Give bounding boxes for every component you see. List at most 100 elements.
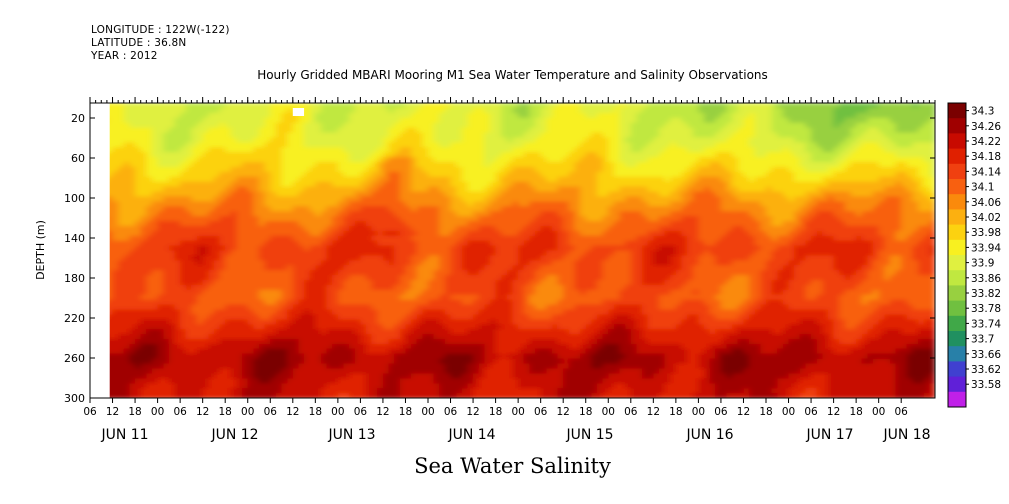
x-tick-label: 18 <box>579 406 592 418</box>
colorbar-swatch <box>948 315 966 332</box>
colorbar-label: 34.26 <box>971 121 1001 133</box>
x-tick-label: 12 <box>106 406 119 418</box>
x-tick-label: 06 <box>444 406 458 418</box>
x-tick-label: 00 <box>511 406 524 418</box>
colorbar-label: 33.74 <box>971 318 1001 330</box>
colorbar-swatch <box>948 331 966 347</box>
colorbar-swatch <box>948 103 966 119</box>
x-tick-label: 18 <box>489 406 502 418</box>
colorbar-label: 33.78 <box>971 303 1001 315</box>
colorbar-label: 33.9 <box>971 258 994 270</box>
colorbar-label: 33.98 <box>971 227 1001 239</box>
colorbar-swatch <box>948 361 966 378</box>
y-tick-label: 300 <box>64 392 85 405</box>
latitude-label: LATITUDE : 36.8N <box>91 37 187 49</box>
x-day-label: JUN 15 <box>565 427 613 443</box>
x-day-label: JUN 18 <box>882 427 930 443</box>
colorbar-label: 34.1 <box>971 182 994 194</box>
x-tick-label: 00 <box>151 406 164 418</box>
x-day-label: JUN 14 <box>447 427 495 443</box>
colorbar-label: 33.58 <box>971 379 1001 391</box>
colorbar-label: 33.66 <box>971 349 1001 361</box>
colorbar-swatch <box>948 346 966 362</box>
colorbar-swatch <box>948 270 966 286</box>
y-tick-label: 260 <box>64 352 85 365</box>
chart-title: Hourly Gridded MBARI Mooring M1 Sea Wate… <box>257 68 768 82</box>
no-data-region <box>90 103 110 398</box>
x-tick-label: 06 <box>624 406 638 418</box>
colorbar-label: 34.22 <box>971 136 1001 148</box>
y-tick-label: 180 <box>64 272 85 285</box>
colorbar-swatch <box>948 148 966 165</box>
x-tick-label: 18 <box>219 406 232 418</box>
colorbar-swatch <box>948 194 966 210</box>
colorbar-label: 33.7 <box>971 334 994 346</box>
x-tick-label: 12 <box>376 406 389 418</box>
y-tick-label: 100 <box>64 192 85 205</box>
x-tick-label: 12 <box>196 406 209 418</box>
colorbar-label: 33.62 <box>971 364 1001 376</box>
colorbar-label: 34.06 <box>971 197 1001 209</box>
colorbar-swatch <box>948 179 966 195</box>
x-tick-label: 00 <box>602 406 615 418</box>
x-tick-label: 18 <box>399 406 412 418</box>
x-tick-label: 00 <box>692 406 705 418</box>
y-tick-label: 20 <box>71 112 85 125</box>
x-tick-label: 18 <box>669 406 682 418</box>
colorbar-swatch <box>948 118 966 134</box>
colorbar-label: 33.94 <box>971 242 1001 254</box>
colorbar-swatch <box>948 300 966 317</box>
x-tick-label: 06 <box>264 406 278 418</box>
colorbar-swatch <box>948 163 966 180</box>
x-tick-label: 00 <box>782 406 795 418</box>
colorbar-swatch <box>948 224 966 241</box>
x-tick-label: 12 <box>286 406 299 418</box>
x-tick-label: 18 <box>759 406 772 418</box>
x-tick-label: 12 <box>737 406 750 418</box>
y-tick-label: 60 <box>71 152 85 165</box>
x-tick-label: 00 <box>241 406 254 418</box>
colorbar-swatch <box>948 376 966 393</box>
colorbar-label: 34.18 <box>971 151 1001 163</box>
x-tick-label: 06 <box>83 406 97 418</box>
x-tick-label: 12 <box>557 406 570 418</box>
x-day-label: JUN 17 <box>805 427 853 443</box>
no-data-region <box>292 108 305 116</box>
x-tick-label: 12 <box>827 406 840 418</box>
x-tick-label: 06 <box>173 406 187 418</box>
variable-name: Sea Water Salinity <box>414 454 611 478</box>
x-tick-label: 00 <box>872 406 885 418</box>
year-label: YEAR : 2012 <box>91 50 158 62</box>
colorbar-label: 33.86 <box>971 273 1001 285</box>
colorbar-swatch <box>948 133 966 150</box>
x-day-label: JUN 11 <box>100 427 148 443</box>
colorbar-label: 34.14 <box>971 166 1001 178</box>
colorbar-swatch <box>948 239 966 256</box>
x-tick-label: 18 <box>309 406 322 418</box>
x-tick-label: 18 <box>849 406 862 418</box>
colorbar-swatch <box>948 209 966 226</box>
x-tick-label: 06 <box>354 406 368 418</box>
colorbar-swatch <box>948 391 966 408</box>
x-tick-label: 06 <box>714 406 728 418</box>
colorbar: 34.3 34.26 34.22 34.18 34.14 34.1 34.06 34.02 33… <box>947 102 1001 408</box>
no-data-mask <box>90 103 305 398</box>
y-axis-label: DEPTH (m) <box>34 220 47 280</box>
x-day-label: JUN 12 <box>210 427 258 443</box>
x-tick-label: 06 <box>804 406 818 418</box>
x-tick-label: 12 <box>466 406 479 418</box>
colorbar-swatch <box>948 285 966 302</box>
x-tick-label: 06 <box>534 406 548 418</box>
colorbar-label: 33.82 <box>971 288 1001 300</box>
salinity-field <box>90 103 935 398</box>
x-tick-label: 18 <box>128 406 141 418</box>
x-tick-label: 06 <box>895 406 909 418</box>
colorbar-label: 34.3 <box>971 106 994 118</box>
x-tick-label: 12 <box>647 406 660 418</box>
x-tick-label: 00 <box>331 406 344 418</box>
y-tick-label: 220 <box>64 312 85 325</box>
x-tick-label: 00 <box>421 406 434 418</box>
x-day-label: JUN 16 <box>685 427 733 443</box>
